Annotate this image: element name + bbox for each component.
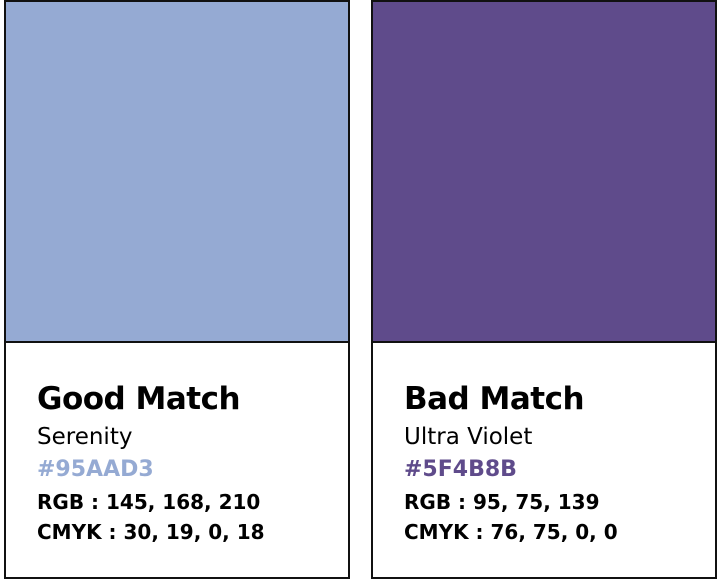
rgb-values: RGB : 95, 75, 139 [404, 490, 600, 514]
cmyk-values: CMYK : 30, 19, 0, 18 [37, 520, 265, 544]
color-card: Good Match Serenity #95AAD3 RGB : 145, 1… [4, 0, 350, 579]
card-info: Bad Match Ultra Violet #5F4B8B RGB : 95,… [373, 343, 715, 547]
color-name: Ultra Violet [404, 424, 533, 450]
color-swatch [373, 2, 715, 343]
color-name: Serenity [37, 424, 133, 450]
hex-code: #5F4B8B [404, 457, 517, 482]
color-swatch [6, 2, 348, 343]
card-title: Good Match [37, 381, 241, 417]
rgb-values: RGB : 145, 168, 210 [37, 490, 261, 514]
card-title: Bad Match [404, 381, 585, 417]
card-info: Good Match Serenity #95AAD3 RGB : 145, 1… [6, 343, 348, 547]
hex-code: #95AAD3 [37, 457, 154, 482]
color-card: Bad Match Ultra Violet #5F4B8B RGB : 95,… [371, 0, 717, 579]
cmyk-values: CMYK : 76, 75, 0, 0 [404, 520, 618, 544]
